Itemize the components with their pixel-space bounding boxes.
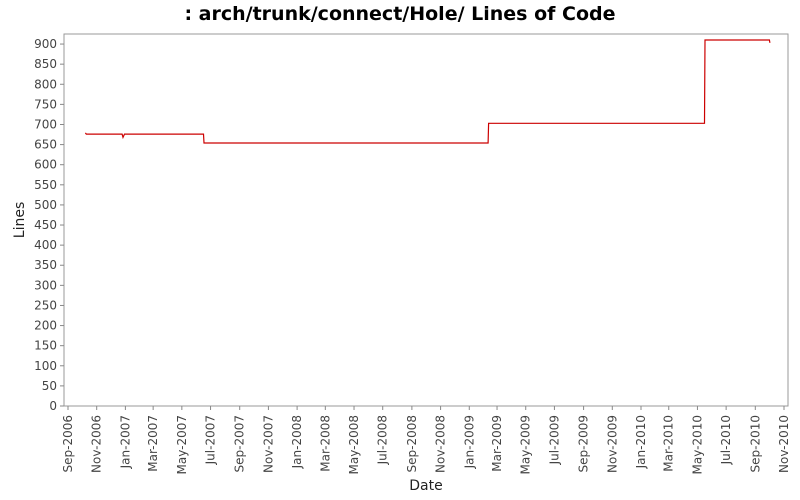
x-tick-label: Jul-2007 (204, 415, 218, 465)
y-tick-label: 250 (34, 298, 57, 312)
x-tick-label: Nov-2009 (605, 415, 619, 473)
y-tick-label: 700 (34, 117, 57, 131)
x-axis: Sep-2006 Nov-2006 Jan-2007 Mar-2007 May-2007… (61, 406, 791, 474)
x-tick-label: Nov-2010 (777, 415, 791, 473)
y-tick-label: 200 (34, 319, 57, 333)
x-tick-label: May-2007 (175, 415, 189, 474)
y-tick-label: 50 (42, 379, 57, 393)
y-tick-label: 100 (34, 359, 57, 373)
x-tick-label: Jan-2007 (118, 415, 132, 469)
x-axis-label: Date (409, 478, 442, 494)
y-tick-label: 500 (34, 198, 57, 212)
y-tick-label: 850 (34, 57, 57, 71)
x-tick-label: Nov-2006 (90, 415, 104, 473)
x-tick-label: Mar-2010 (662, 415, 676, 472)
y-tick-label: 450 (34, 218, 57, 232)
x-tick-label: Nov-2007 (261, 415, 275, 473)
y-tick-label: 800 (34, 77, 57, 91)
plot-area (63, 33, 789, 407)
x-tick-label: Jul-2009 (547, 415, 561, 465)
y-tick-label: 0 (49, 399, 57, 413)
x-tick-label: Sep-2009 (577, 415, 591, 473)
y-tick-label: 750 (34, 97, 57, 111)
x-tick-label: Sep-2007 (233, 415, 247, 473)
y-tick-label: 300 (34, 278, 57, 292)
x-tick-label: May-2009 (519, 415, 533, 474)
x-tick-label: May-2010 (690, 415, 704, 474)
x-tick-label: Jan-2010 (634, 415, 648, 469)
x-tick-label: Sep-2006 (61, 415, 75, 473)
y-tick-label: 400 (34, 238, 57, 252)
x-tick-label: Mar-2008 (318, 415, 332, 472)
series-line (84, 39, 771, 144)
y-tick-label: 600 (34, 158, 57, 172)
chart-title: : arch/trunk/connect/Hole/ Lines of Code (184, 3, 615, 25)
y-tick-label: 900 (34, 37, 57, 51)
x-tick-label: Mar-2009 (490, 415, 504, 472)
y-axis-label: Lines (12, 202, 28, 238)
x-tick-label: Nov-2008 (434, 415, 448, 473)
x-tick-label: May-2008 (347, 415, 361, 474)
x-tick-label: Sep-2010 (748, 415, 762, 473)
y-tick-label: 350 (34, 258, 57, 272)
x-tick-label: Jul-2008 (376, 415, 390, 465)
y-tick-label: 650 (34, 138, 57, 152)
x-tick-label: Jan-2009 (462, 415, 476, 469)
x-tick-label: Jan-2008 (290, 415, 304, 469)
y-axis: 0 50 100 150 200 250 300 350 400 450 500 550 600 650 7… (34, 37, 64, 413)
x-tick-label: Jul-2010 (719, 415, 733, 465)
x-tick-label: Mar-2007 (146, 415, 160, 472)
y-tick-label: 550 (34, 178, 57, 192)
y-tick-label: 150 (34, 339, 57, 353)
x-tick-label: Sep-2008 (405, 415, 419, 473)
series-layer (84, 39, 771, 144)
